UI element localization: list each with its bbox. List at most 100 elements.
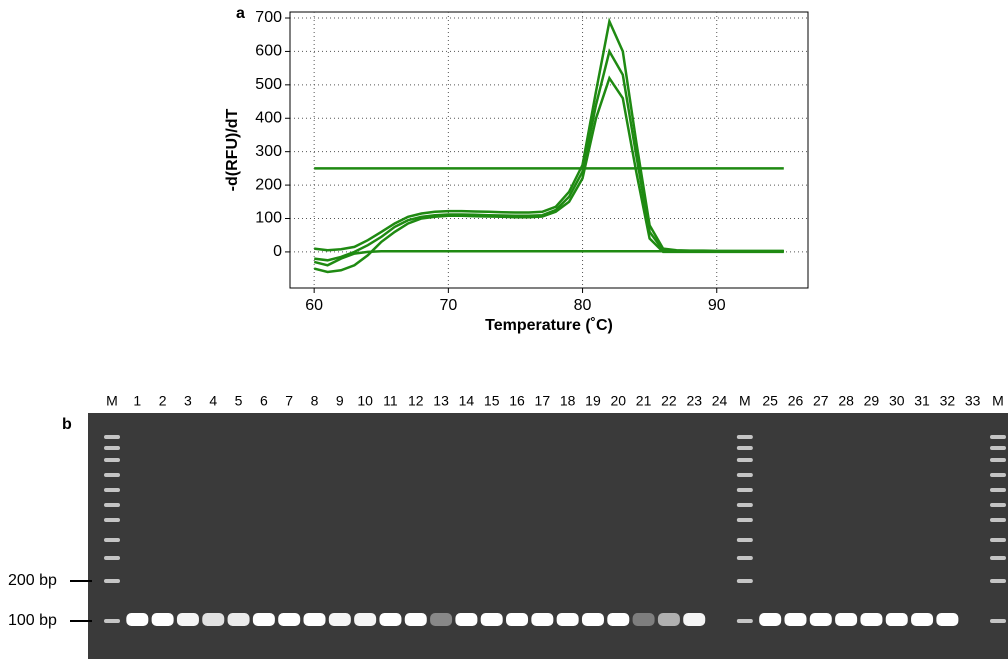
lane-label: 19 [585,393,601,409]
lane-label: 30 [889,393,905,409]
lane-label: 13 [433,393,449,409]
lane-label: 33 [965,393,981,409]
ladder-band [736,503,753,507]
lane-label: 6 [260,393,268,409]
ladder-band [990,473,1006,477]
ladder-band [990,518,1006,522]
dna-band [126,613,149,626]
dna-band [151,613,174,626]
y-axis-title: -d(RFU)/dT [224,108,241,191]
dna-band [354,613,377,626]
lane-label: 23 [686,393,702,409]
lane-label: 15 [484,393,500,409]
lane-label: 27 [813,393,829,409]
y-tick-label: 600 [255,43,282,60]
dna-band [379,613,402,626]
dna-band [556,613,579,626]
lane-label: 12 [408,393,424,409]
marker-label: 100 bp [8,612,57,629]
lane-label: M [106,393,118,409]
dna-band [404,613,427,626]
lane-label: 32 [940,393,956,409]
ladder-band [104,435,120,439]
dna-band [202,613,225,626]
ladder-band [736,446,753,450]
dna-band [480,613,503,626]
plot-area [289,11,809,289]
dna-band [936,613,959,626]
y-tick-label: 400 [255,109,282,126]
marker-label: 200 bp [8,572,57,589]
lane-label: 31 [914,393,930,409]
dna-band [657,613,680,626]
x-tick-label: 60 [305,297,323,314]
lane-label: 20 [610,393,626,409]
ladder-band [104,556,120,560]
dna-band [885,613,908,626]
ladder-band [104,518,120,522]
lane-label: 5 [235,393,243,409]
dna-band [252,613,275,626]
lane-label: 29 [864,393,880,409]
lane-label: M [992,393,1004,409]
dna-band [860,613,883,626]
ladder-band [990,488,1006,492]
lane-label: 24 [712,393,728,409]
lane-label: 26 [788,393,804,409]
dna-band [278,613,301,626]
y-tick-label: 300 [255,143,282,160]
ladder-band [736,619,753,623]
ladder-band [736,538,753,542]
lane-label: 4 [209,393,217,409]
x-tick-label: 70 [439,297,457,314]
y-tick-label: 200 [255,176,282,193]
panel-label: b [62,416,72,433]
dna-band [759,613,782,626]
ladder-band [990,458,1006,462]
lane-label: 25 [762,393,778,409]
ladder-band [736,458,753,462]
lane-label: 16 [509,393,525,409]
ladder-band [104,619,120,623]
ladder-band [990,619,1006,623]
lane-label: 8 [311,393,319,409]
ladder-band [990,579,1006,583]
ladder-band [990,435,1006,439]
y-tick-label: 700 [255,9,282,26]
lane-label: 11 [383,393,398,409]
dna-band [581,613,604,626]
ladder-band [104,538,120,542]
dna-band [227,613,250,626]
dna-band [632,613,655,626]
dna-band [835,613,858,626]
melt-curve [313,249,784,267]
ladder-band [736,488,753,492]
lane-label: 17 [535,393,551,409]
dna-band [784,613,807,626]
ladder-band [736,579,753,583]
ladder-band [990,503,1006,507]
y-tick-label: 100 [255,210,282,227]
ladder-band [104,503,120,507]
lane-label: 14 [459,393,475,409]
ladder-band [104,446,120,450]
dna-band [176,613,199,626]
dna-band [809,613,832,626]
lane-label: 22 [661,393,677,409]
ladder-band [736,435,753,439]
x-axis-title: Temperature (˚C) [485,317,613,334]
ladder-band [736,473,753,477]
dna-band [455,613,478,626]
lane-label: 1 [133,393,141,409]
ladder-band [736,556,753,560]
dna-band [430,613,453,626]
panel-label: a [236,5,245,22]
lane-label: 18 [560,393,576,409]
lane-label: 10 [357,393,373,409]
ladder-band [104,488,120,492]
dna-band [911,613,934,626]
lane-label: M [739,393,751,409]
ladder-band [990,538,1006,542]
